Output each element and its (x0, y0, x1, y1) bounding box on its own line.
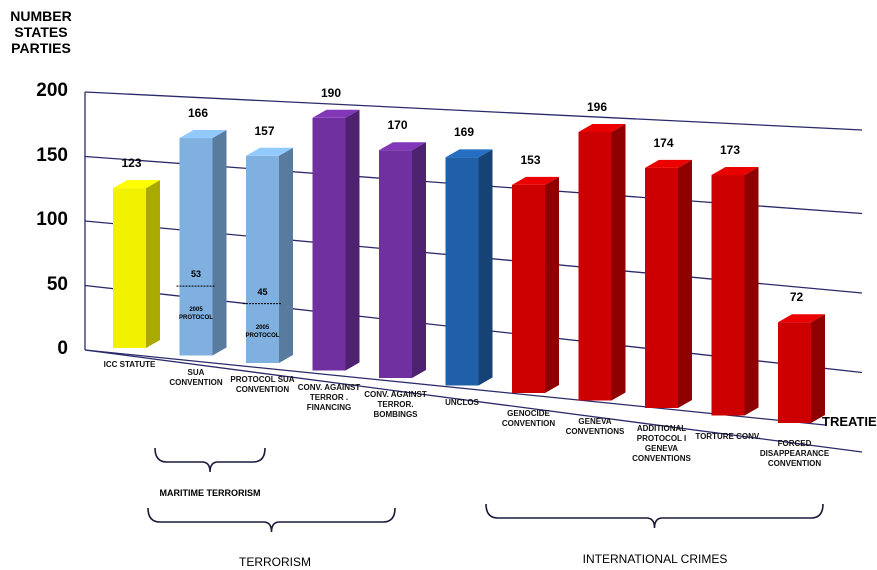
bar-side (279, 147, 293, 363)
gridline (84, 349, 863, 453)
bar-front (312, 117, 346, 371)
group-label-international-crimes: INTERNATIONAL CRIMES (582, 552, 728, 566)
bar-top (246, 147, 293, 156)
bar-front (179, 138, 213, 356)
bar-value-label: 170 (387, 118, 408, 133)
brace-international-crimes (485, 503, 824, 529)
category-label: GENEVA CONVENTIONS (565, 416, 625, 436)
y-axis-title: NUMBER STATES PARTIES (10, 8, 72, 56)
bar-value-label: 123 (121, 156, 142, 171)
bar-top (113, 180, 160, 189)
bar-front (246, 155, 279, 363)
bar-side (678, 159, 692, 408)
bar-front (578, 131, 612, 401)
bar-value-label: 174 (653, 135, 674, 150)
category-label: CONV. AGAINST TERROR . FINANCING (297, 382, 361, 412)
bar-top (512, 176, 559, 185)
bar-front (512, 184, 545, 393)
bar-top (379, 142, 426, 151)
category-label: FORCED DISAPPEARANCE CONVENTION (759, 439, 830, 468)
bar-top (711, 167, 759, 176)
y-tick-label: 50 (46, 273, 68, 295)
gridline (84, 91, 863, 131)
bar-side (412, 142, 426, 378)
y-tick-label: 200 (36, 80, 68, 101)
bar (379, 142, 426, 378)
protocol-note: 2005 PROTOCOL (245, 324, 280, 339)
group-label-maritime-terrorism: MARITIME TERRORISM (159, 488, 261, 498)
bar-top (645, 159, 692, 168)
bar-top (778, 314, 825, 323)
bar (578, 123, 626, 401)
bar-front (645, 167, 678, 408)
y-tick-label: 0 (57, 338, 68, 359)
bar-front (711, 175, 745, 416)
protocol-value-label: 45 (257, 286, 268, 297)
category-label: ICC STATUTE (103, 360, 156, 369)
bar-side (611, 123, 626, 401)
bar-side (744, 167, 759, 416)
bar (113, 180, 160, 348)
bar-value-label: 72 (789, 290, 804, 305)
bar-value-label: 166 (187, 106, 209, 121)
bar-value-label: 169 (453, 125, 475, 140)
x-axis-title: TREATIES (822, 414, 877, 429)
bar-side (146, 180, 160, 348)
bar-side (478, 149, 493, 386)
bar-front (379, 150, 412, 378)
category-label: PROTOCOL SUA CONVENTION (230, 375, 295, 394)
bar-front (113, 188, 146, 348)
bar-value-label: 196 (586, 99, 608, 114)
bar-side (212, 130, 227, 356)
bar (778, 314, 825, 423)
group-label-terrorism: TERRORISM (239, 555, 311, 569)
bar-side (545, 176, 559, 393)
category-label: SUA CONVENTION (169, 367, 223, 387)
bar-value-label: 173 (719, 143, 741, 158)
bar (711, 167, 759, 416)
bar-value-label: 190 (320, 85, 342, 100)
category-label: CONV. AGAINST TERROR. BOMBINGS (364, 390, 427, 419)
bar-front (778, 322, 811, 423)
category-label: TORTURE CONV. (695, 431, 761, 441)
brace-terrorism (147, 507, 396, 533)
bar (512, 176, 559, 393)
bar-side (811, 314, 825, 423)
bar-top (578, 123, 626, 132)
category-label: ADDITIONAL PROTOCOL I GENEVA CONVENTIONS (632, 424, 691, 463)
y-tick-label: 100 (36, 209, 68, 230)
bar (645, 159, 692, 408)
bar-side (345, 109, 360, 371)
floor-line (84, 349, 826, 426)
bar (246, 147, 293, 363)
bar (445, 149, 493, 386)
bars (113, 109, 825, 423)
bar (179, 130, 227, 356)
bar-value-label: 157 (254, 123, 275, 138)
bar-top (179, 130, 227, 139)
brace-maritime-terrorism (154, 447, 266, 473)
category-label: UNCLOS (445, 397, 479, 407)
bar-value-label: 153 (520, 152, 541, 167)
protocol-value-label: 53 (190, 269, 201, 280)
y-tick-label: 150 (36, 144, 68, 166)
bar (312, 109, 360, 371)
bar-front (445, 157, 479, 386)
category-label: GENOCIDE CONVENTION (501, 409, 556, 428)
protocol-note: 2005 PROTOCOL (179, 307, 213, 322)
bar-top (445, 149, 493, 158)
bar-top (312, 109, 360, 118)
